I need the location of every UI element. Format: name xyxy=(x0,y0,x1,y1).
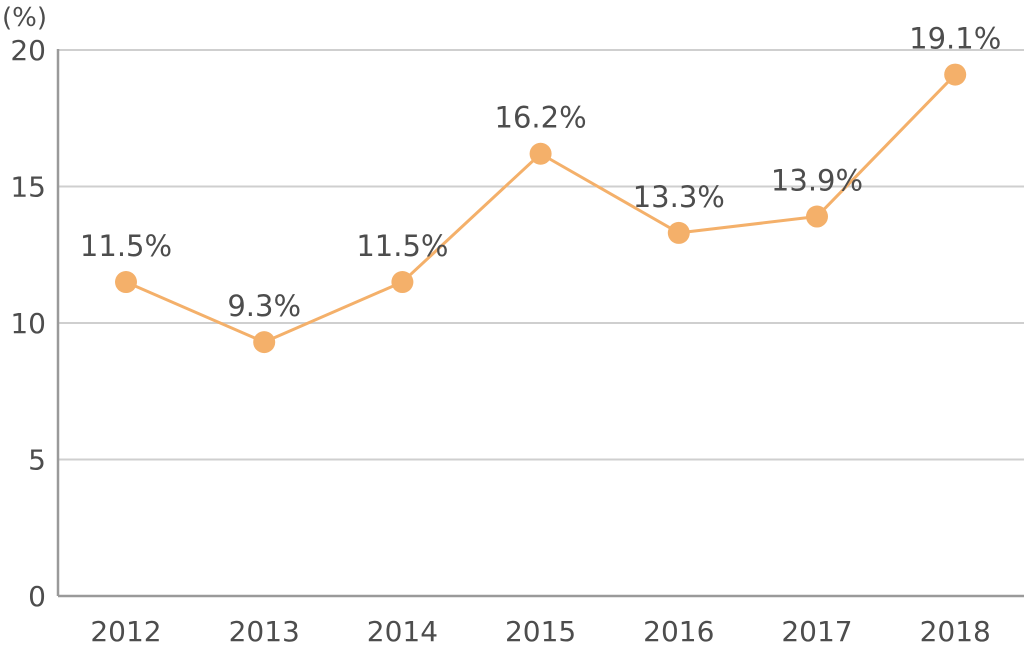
data-point xyxy=(806,205,828,228)
x-tick-label: 2015 xyxy=(505,615,576,646)
data-point xyxy=(944,63,967,86)
y-tick-label: 5 xyxy=(28,444,46,477)
data-point xyxy=(667,221,690,244)
x-tick-label: 2016 xyxy=(643,615,714,646)
data-label: 13.3% xyxy=(633,180,725,214)
x-tick-label: 2014 xyxy=(367,615,438,646)
data-label: 9.3% xyxy=(227,289,301,323)
x-tick-label: 2018 xyxy=(920,615,991,646)
data-point xyxy=(529,142,552,165)
y-tick-label: 15 xyxy=(10,171,46,204)
series-layer xyxy=(115,63,967,354)
y-axis-unit-label: (%) xyxy=(2,3,47,33)
y-tick-label: 10 xyxy=(10,307,46,340)
data-label: 13.9% xyxy=(771,164,863,198)
x-tick-labels: 2012 2013 2014 2015 2016 2017 2018 xyxy=(90,615,990,646)
data-point xyxy=(115,271,137,294)
data-label: 11.5% xyxy=(356,229,448,263)
data-label: 19.1% xyxy=(909,22,1001,56)
data-point xyxy=(253,331,276,354)
y-tick-labels: 0 5 10 15 20 xyxy=(10,34,46,613)
data-label: 11.5% xyxy=(80,229,172,263)
data-labels: 11.5% 9.3% 11.5% 16.2% 13.3% 13.9% 19.1% xyxy=(80,22,1001,324)
data-point xyxy=(391,271,414,294)
x-tick-label: 2013 xyxy=(229,615,300,646)
y-tick-label: 0 xyxy=(28,580,46,613)
x-tick-label: 2012 xyxy=(90,615,161,646)
axes xyxy=(56,49,1024,598)
y-tick-label: 20 xyxy=(10,34,46,67)
x-tick-label: 2017 xyxy=(781,615,852,646)
data-label: 16.2% xyxy=(495,101,587,135)
